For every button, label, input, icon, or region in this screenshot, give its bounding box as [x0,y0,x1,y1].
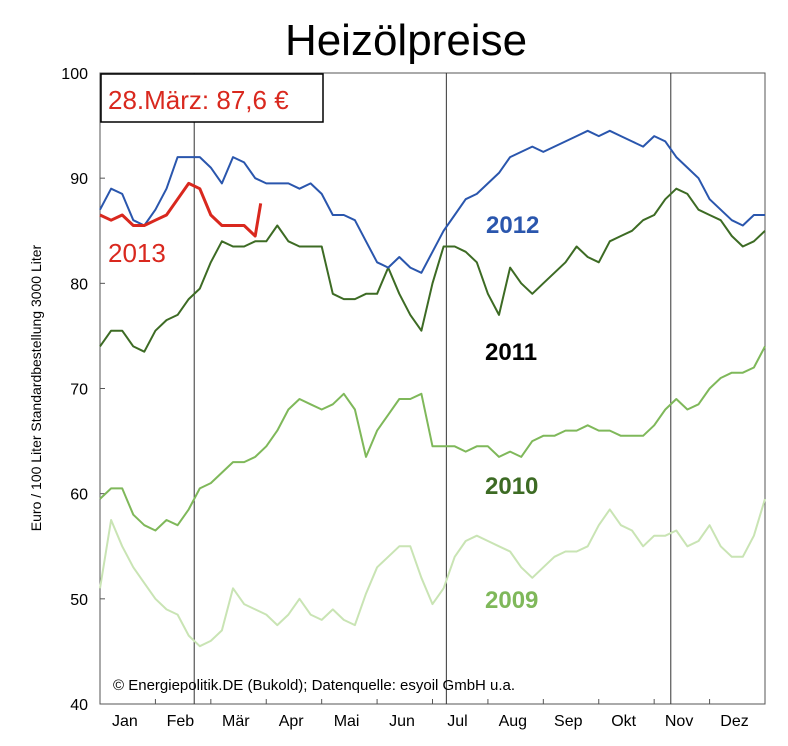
quarter-gridlines [193,73,672,704]
y-tick-label: 80 [70,276,88,293]
x-tick-label: Dez [720,713,748,730]
x-tick-label: Sep [554,713,583,730]
series-line-2012 [99,129,765,274]
annotation-box [100,73,324,123]
y-tick-label: 100 [61,66,88,83]
series-line-2013 [99,181,263,238]
series-line-2011 [99,187,766,353]
y-axis-label: Euro / 100 Liter Standardbestellung 3000… [28,244,44,531]
source-credit: © Energiepolitik.DE (Bukold); Datenquell… [113,677,515,694]
x-tick-label: Jun [389,713,415,730]
y-tick-label: 50 [70,592,88,609]
x-tick-label: Okt [611,713,636,730]
x-tick-label: Nov [665,713,693,730]
series-label-2012: 2012 [486,212,539,239]
x-tick-label: Jan [112,713,138,730]
annotation-text: 28.März: 87,6 € [108,85,289,115]
x-tick-label: Feb [167,713,195,730]
series-line-2010 [99,345,766,532]
x-tick-label: Apr [279,713,305,730]
series-label-2013: 2013 [108,238,166,268]
series-label-2010: 2010 [485,473,538,500]
series-label-2011: 2011 [485,339,537,366]
y-axis-ticks: 40 50 60 70 80 90 100 [61,66,105,714]
x-tick-label: Mai [334,713,360,730]
y-tick-label: 40 [70,697,88,714]
x-axis-ticks: Jan Feb Mär Apr Mai Jun Jul Aug Sep Okt Nov Dez [99,699,749,730]
series-label-2009: 2009 [485,587,538,614]
y-tick-label: 60 [70,487,88,504]
x-tick-label: Jul [447,713,467,730]
series-line-2009 [99,498,766,648]
plot-frame [99,72,766,705]
y-tick-label: 90 [70,171,88,188]
x-tick-label: Mär [222,713,250,730]
chart-title: Heizölpreise [285,16,527,65]
series-lines [99,129,766,648]
x-tick-label: Aug [499,713,527,730]
y-tick-label: 70 [70,382,88,399]
